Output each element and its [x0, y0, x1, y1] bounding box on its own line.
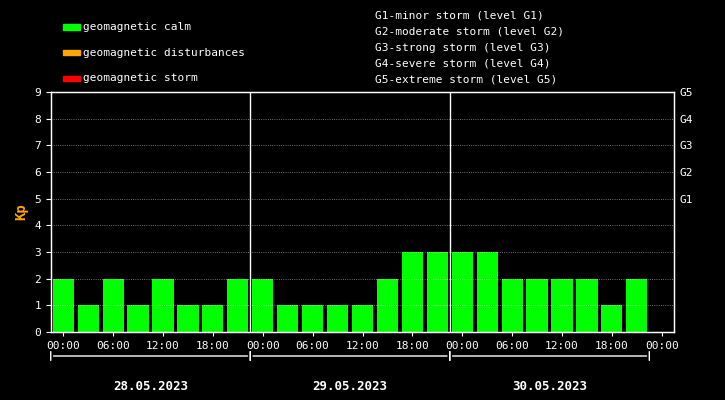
Bar — [377, 279, 398, 332]
Text: G1-minor storm (level G1): G1-minor storm (level G1) — [375, 11, 544, 21]
Bar — [128, 305, 149, 332]
Bar — [476, 252, 498, 332]
Bar — [277, 305, 298, 332]
Bar — [526, 279, 547, 332]
Bar — [252, 279, 273, 332]
Bar — [352, 305, 373, 332]
Text: 30.05.2023: 30.05.2023 — [512, 380, 587, 393]
Bar — [402, 252, 423, 332]
Bar — [502, 279, 523, 332]
Bar — [327, 305, 348, 332]
Bar — [452, 252, 473, 332]
FancyBboxPatch shape — [63, 76, 80, 81]
Text: G5-extreme storm (level G5): G5-extreme storm (level G5) — [375, 75, 558, 85]
Bar — [178, 305, 199, 332]
Bar — [152, 279, 173, 332]
Bar — [53, 279, 74, 332]
FancyBboxPatch shape — [63, 50, 80, 55]
Text: 28.05.2023: 28.05.2023 — [113, 380, 188, 393]
Bar — [102, 279, 124, 332]
Text: G3-strong storm (level G3): G3-strong storm (level G3) — [375, 43, 550, 53]
Text: geomagnetic disturbances: geomagnetic disturbances — [83, 48, 245, 58]
Bar — [78, 305, 99, 332]
Bar — [601, 305, 623, 332]
Text: geomagnetic calm: geomagnetic calm — [83, 22, 191, 32]
Bar — [552, 279, 573, 332]
Text: G2-moderate storm (level G2): G2-moderate storm (level G2) — [375, 27, 564, 37]
Bar — [427, 252, 448, 332]
Text: geomagnetic storm: geomagnetic storm — [83, 73, 198, 83]
Text: G4-severe storm (level G4): G4-severe storm (level G4) — [375, 59, 550, 69]
Bar — [626, 279, 647, 332]
Bar — [302, 305, 323, 332]
Y-axis label: Kp: Kp — [14, 204, 29, 220]
FancyBboxPatch shape — [63, 24, 80, 30]
Bar — [227, 279, 249, 332]
Bar — [202, 305, 223, 332]
Text: 29.05.2023: 29.05.2023 — [312, 380, 388, 393]
Bar — [576, 279, 597, 332]
